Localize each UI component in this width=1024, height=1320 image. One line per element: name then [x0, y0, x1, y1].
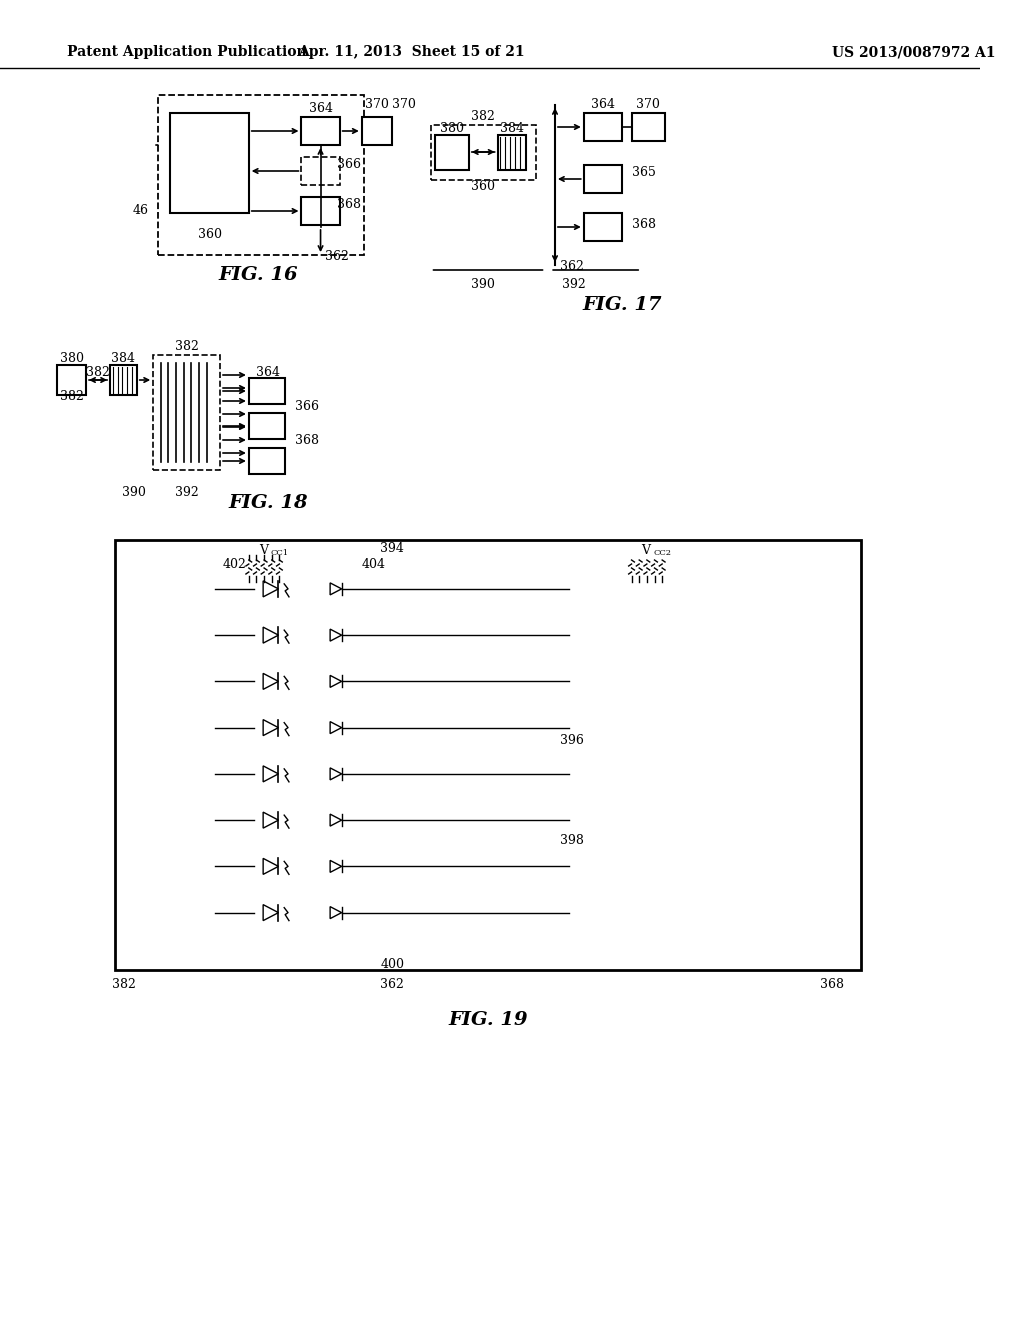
Text: 392: 392	[562, 279, 586, 292]
Text: Apr. 11, 2013  Sheet 15 of 21: Apr. 11, 2013 Sheet 15 of 21	[298, 45, 524, 59]
Text: 398: 398	[560, 833, 584, 846]
Text: CC2: CC2	[653, 549, 672, 557]
Bar	[154, 355, 220, 470]
Text: 362: 362	[326, 251, 349, 264]
Text: FIG. 18: FIG. 18	[228, 494, 308, 512]
Text: 364: 364	[256, 366, 280, 379]
Text: 368: 368	[632, 219, 655, 231]
Bar	[215, 560, 569, 940]
Bar	[435, 135, 469, 170]
Text: 400: 400	[380, 958, 404, 972]
Text: 370: 370	[636, 99, 659, 111]
Bar	[110, 366, 137, 395]
Bar	[249, 413, 285, 440]
Text: FIG. 19: FIG. 19	[449, 1011, 527, 1030]
Bar	[249, 447, 285, 474]
Text: 402: 402	[222, 558, 247, 572]
Text: 394: 394	[380, 541, 404, 554]
Bar	[301, 117, 340, 145]
Text: 396: 396	[560, 734, 584, 747]
Text: 384: 384	[500, 123, 524, 136]
Text: V: V	[259, 544, 267, 557]
Bar	[431, 125, 536, 180]
Text: FIG. 16: FIG. 16	[218, 267, 298, 284]
Text: FIG. 17: FIG. 17	[583, 296, 662, 314]
Text: 390: 390	[122, 487, 145, 499]
Text: 380: 380	[59, 351, 84, 364]
Text: 368: 368	[337, 198, 361, 211]
Bar	[57, 366, 86, 395]
Bar	[170, 114, 249, 213]
Text: 392: 392	[175, 487, 199, 499]
Text: 370: 370	[392, 98, 416, 111]
Text: Patent Application Publication: Patent Application Publication	[67, 45, 306, 59]
Bar	[584, 114, 622, 141]
Bar	[115, 540, 861, 970]
Text: 365: 365	[632, 166, 655, 180]
Text: 382: 382	[471, 111, 496, 124]
Text: CC1: CC1	[270, 549, 289, 557]
Bar	[249, 378, 285, 404]
Text: 384: 384	[112, 351, 135, 364]
Text: 382: 382	[59, 391, 84, 404]
Text: 46: 46	[132, 203, 148, 216]
Text: 360: 360	[471, 181, 496, 194]
Text: 382: 382	[86, 366, 110, 379]
Bar	[301, 157, 340, 185]
Text: 360: 360	[198, 228, 221, 242]
Text: 368: 368	[295, 433, 318, 446]
Text: 362: 362	[560, 260, 584, 273]
Text: 366: 366	[295, 400, 318, 412]
Text: 390: 390	[471, 279, 496, 292]
Bar	[301, 197, 340, 224]
Bar	[158, 95, 364, 255]
Bar	[584, 165, 622, 193]
Bar	[361, 117, 392, 145]
Bar	[498, 135, 526, 170]
Text: 364: 364	[308, 103, 333, 116]
Text: 364: 364	[591, 99, 614, 111]
Bar	[632, 114, 665, 141]
Text: 382: 382	[113, 978, 136, 991]
Text: 366: 366	[337, 158, 361, 172]
Bar	[584, 213, 622, 242]
Text: 404: 404	[361, 558, 385, 572]
Text: V: V	[641, 544, 650, 557]
Text: 368: 368	[820, 978, 845, 991]
Text: 380: 380	[439, 123, 464, 136]
Text: 382: 382	[175, 341, 199, 354]
Text: 362: 362	[380, 978, 404, 991]
Text: 370: 370	[366, 99, 389, 111]
Text: US 2013/0087972 A1: US 2013/0087972 A1	[833, 45, 996, 59]
